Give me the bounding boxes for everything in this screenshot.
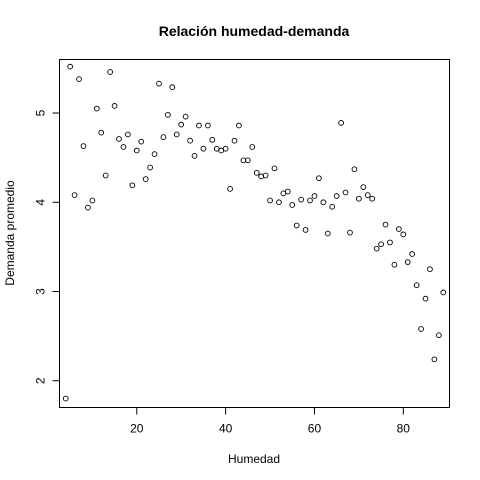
data-point (187, 137, 193, 144)
data-point (156, 80, 162, 87)
data-point (93, 105, 100, 112)
data-point (191, 153, 198, 159)
y-axis-label: Demanda promedio (3, 180, 17, 286)
x-tick-label: 80 (397, 422, 411, 436)
data-point (422, 295, 429, 302)
data-point (404, 259, 411, 265)
data-point (133, 147, 140, 154)
data-point (307, 197, 313, 204)
x-tick-label: 40 (219, 422, 233, 436)
data-point (138, 138, 145, 145)
data-point (302, 227, 309, 233)
data-point (147, 164, 153, 171)
data-point (267, 197, 273, 204)
data-point (284, 188, 291, 195)
data-point (360, 184, 367, 190)
data-point (196, 122, 202, 129)
data-point (125, 131, 131, 138)
data-point (347, 229, 353, 236)
y-axis: 2 3 4 5 (34, 109, 60, 384)
data-point (205, 122, 211, 129)
data-point (329, 203, 336, 210)
data-point (253, 169, 260, 176)
data-point (151, 151, 158, 157)
data-point (89, 197, 96, 204)
data-point (231, 137, 238, 144)
data-point (409, 251, 416, 257)
data-point (324, 230, 331, 237)
data-point (427, 266, 433, 273)
data-point (182, 113, 189, 120)
data-point (413, 282, 420, 289)
data-point (418, 326, 424, 332)
data-point (227, 186, 233, 192)
data-point (382, 221, 389, 228)
data-point (387, 239, 393, 246)
data-point (276, 199, 282, 206)
data-point (165, 111, 171, 118)
plot-area (59, 59, 450, 408)
data-point (351, 166, 358, 173)
data-point (178, 121, 185, 128)
data-point (249, 144, 256, 150)
data-point (258, 173, 265, 180)
data-point (236, 122, 242, 129)
x-axis: 20 40 60 80 (130, 407, 411, 436)
data-point (262, 172, 269, 179)
data-point (293, 222, 300, 229)
data-point (391, 261, 398, 268)
data-point (107, 69, 113, 75)
data-point (76, 76, 82, 82)
data-point (435, 332, 442, 339)
data-point (111, 103, 118, 109)
data-point (396, 226, 402, 232)
data-point (142, 176, 149, 182)
data-point (169, 84, 176, 91)
x-tick-label: 20 (130, 422, 144, 436)
data-point (71, 192, 78, 198)
y-tick-label: 2 (34, 377, 48, 384)
data-point (311, 193, 318, 199)
data-point (320, 199, 327, 206)
data-point (338, 120, 344, 126)
data-point (289, 202, 296, 208)
y-tick-label: 4 (34, 199, 48, 206)
data-point (373, 245, 380, 252)
data-point (356, 195, 362, 202)
data-point (364, 192, 371, 198)
data-point (342, 189, 349, 196)
data-point (222, 145, 229, 152)
data-point (298, 196, 304, 203)
data-point (120, 144, 127, 150)
data-point (271, 165, 278, 172)
data-point (102, 172, 109, 179)
data-point (160, 134, 167, 140)
y-tick-label: 5 (34, 109, 48, 116)
data-point (116, 136, 122, 142)
data-point (80, 143, 87, 149)
data-point (400, 231, 407, 238)
data-point (244, 157, 251, 164)
data-point (431, 356, 438, 363)
x-axis-label: Humedad (228, 452, 280, 466)
data-point (200, 145, 207, 152)
data-points (62, 63, 447, 402)
data-point (129, 182, 136, 189)
y-tick-label: 3 (34, 288, 48, 295)
x-tick-label: 60 (308, 422, 322, 436)
data-point (85, 204, 91, 211)
data-point (369, 195, 376, 202)
data-point (440, 289, 447, 296)
data-point (98, 129, 105, 136)
data-point (316, 175, 322, 182)
data-point (67, 63, 74, 70)
data-point (209, 136, 216, 143)
data-point (173, 131, 180, 138)
chart-title: Relación humedad-demanda (159, 23, 350, 39)
data-point (62, 395, 69, 402)
data-point (333, 193, 340, 199)
data-point (378, 241, 384, 248)
